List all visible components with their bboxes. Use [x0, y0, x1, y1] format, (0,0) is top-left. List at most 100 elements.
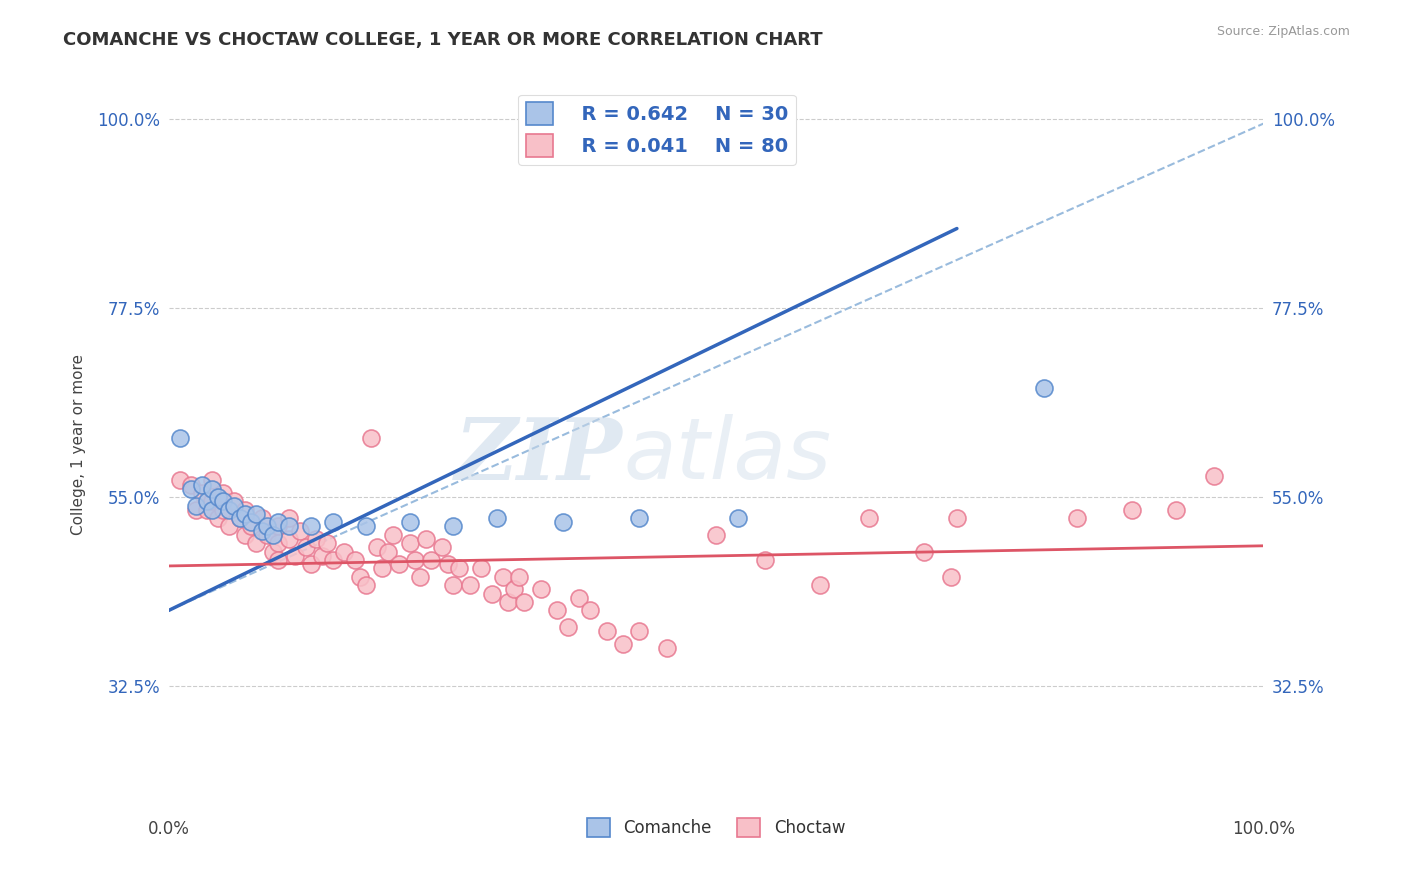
Point: [551, 516, 574, 530]
Point: [233, 507, 256, 521]
Point: [354, 578, 377, 592]
Point: [180, 482, 202, 496]
Point: [245, 536, 267, 550]
Point: [229, 511, 252, 525]
Point: [1066, 511, 1088, 525]
Point: [212, 494, 235, 508]
Point: [496, 595, 519, 609]
Point: [190, 486, 212, 500]
Point: [299, 558, 322, 572]
Point: [239, 516, 262, 530]
Point: [169, 431, 191, 445]
Point: [437, 558, 460, 572]
Point: [190, 477, 212, 491]
Point: [1204, 469, 1226, 483]
Point: [278, 532, 301, 546]
Point: [387, 558, 409, 572]
Point: [912, 544, 935, 558]
Point: [727, 511, 749, 525]
Point: [628, 624, 651, 639]
Point: [184, 499, 207, 513]
Point: [491, 570, 513, 584]
Point: [322, 516, 344, 530]
Point: [513, 595, 536, 609]
Point: [382, 528, 405, 542]
Point: [409, 570, 432, 584]
Point: [278, 511, 301, 525]
Point: [262, 544, 284, 558]
Point: [201, 494, 224, 508]
Point: [256, 528, 278, 542]
Point: [343, 553, 366, 567]
Point: [398, 516, 420, 530]
Y-axis label: College, 1 year or more: College, 1 year or more: [72, 354, 86, 535]
Point: [233, 502, 256, 516]
Point: [420, 553, 443, 567]
Point: [447, 561, 470, 575]
Point: [333, 544, 356, 558]
Point: [354, 519, 377, 533]
Point: [1121, 502, 1143, 516]
Point: [595, 624, 617, 639]
Point: [808, 578, 831, 592]
Point: [267, 519, 290, 533]
Point: [195, 494, 218, 508]
Point: [267, 553, 290, 567]
Point: [294, 541, 316, 555]
Point: [239, 519, 262, 533]
Point: [1033, 381, 1056, 395]
Point: [377, 544, 399, 558]
Point: [612, 637, 634, 651]
Point: [233, 528, 256, 542]
Point: [754, 553, 776, 567]
Point: [278, 519, 301, 533]
Point: [941, 570, 963, 584]
Text: atlas: atlas: [623, 414, 831, 497]
Point: [218, 502, 240, 516]
Point: [305, 532, 328, 546]
Legend: Comanche, Choctaw: Comanche, Choctaw: [581, 812, 852, 844]
Point: [546, 603, 568, 617]
Point: [441, 519, 464, 533]
Point: [218, 519, 240, 533]
Point: [404, 553, 426, 567]
Point: [229, 511, 252, 525]
Point: [704, 528, 727, 542]
Point: [212, 502, 235, 516]
Point: [267, 536, 290, 550]
Point: [1164, 502, 1187, 516]
Point: [207, 490, 229, 504]
Point: [288, 524, 311, 538]
Point: [212, 486, 235, 500]
Point: [267, 516, 290, 530]
Point: [628, 511, 651, 525]
Point: [486, 511, 509, 525]
Point: [195, 502, 218, 516]
Point: [224, 499, 246, 513]
Point: [169, 473, 191, 487]
Point: [262, 528, 284, 542]
Point: [579, 603, 602, 617]
Point: [441, 578, 464, 592]
Point: [508, 570, 530, 584]
Point: [530, 582, 553, 597]
Text: ZIP: ZIP: [456, 414, 623, 498]
Text: COMANCHE VS CHOCTAW COLLEGE, 1 YEAR OR MORE CORRELATION CHART: COMANCHE VS CHOCTAW COLLEGE, 1 YEAR OR M…: [63, 31, 823, 49]
Point: [284, 549, 307, 563]
Point: [371, 561, 394, 575]
Point: [250, 511, 273, 525]
Point: [946, 511, 969, 525]
Point: [299, 519, 322, 533]
Point: [415, 532, 437, 546]
Point: [349, 570, 371, 584]
Point: [250, 524, 273, 538]
Point: [366, 541, 388, 555]
Point: [184, 502, 207, 516]
Point: [180, 477, 202, 491]
Point: [470, 561, 492, 575]
Point: [502, 582, 524, 597]
Point: [481, 587, 503, 601]
Point: [458, 578, 481, 592]
Point: [655, 641, 678, 656]
Point: [316, 536, 339, 550]
